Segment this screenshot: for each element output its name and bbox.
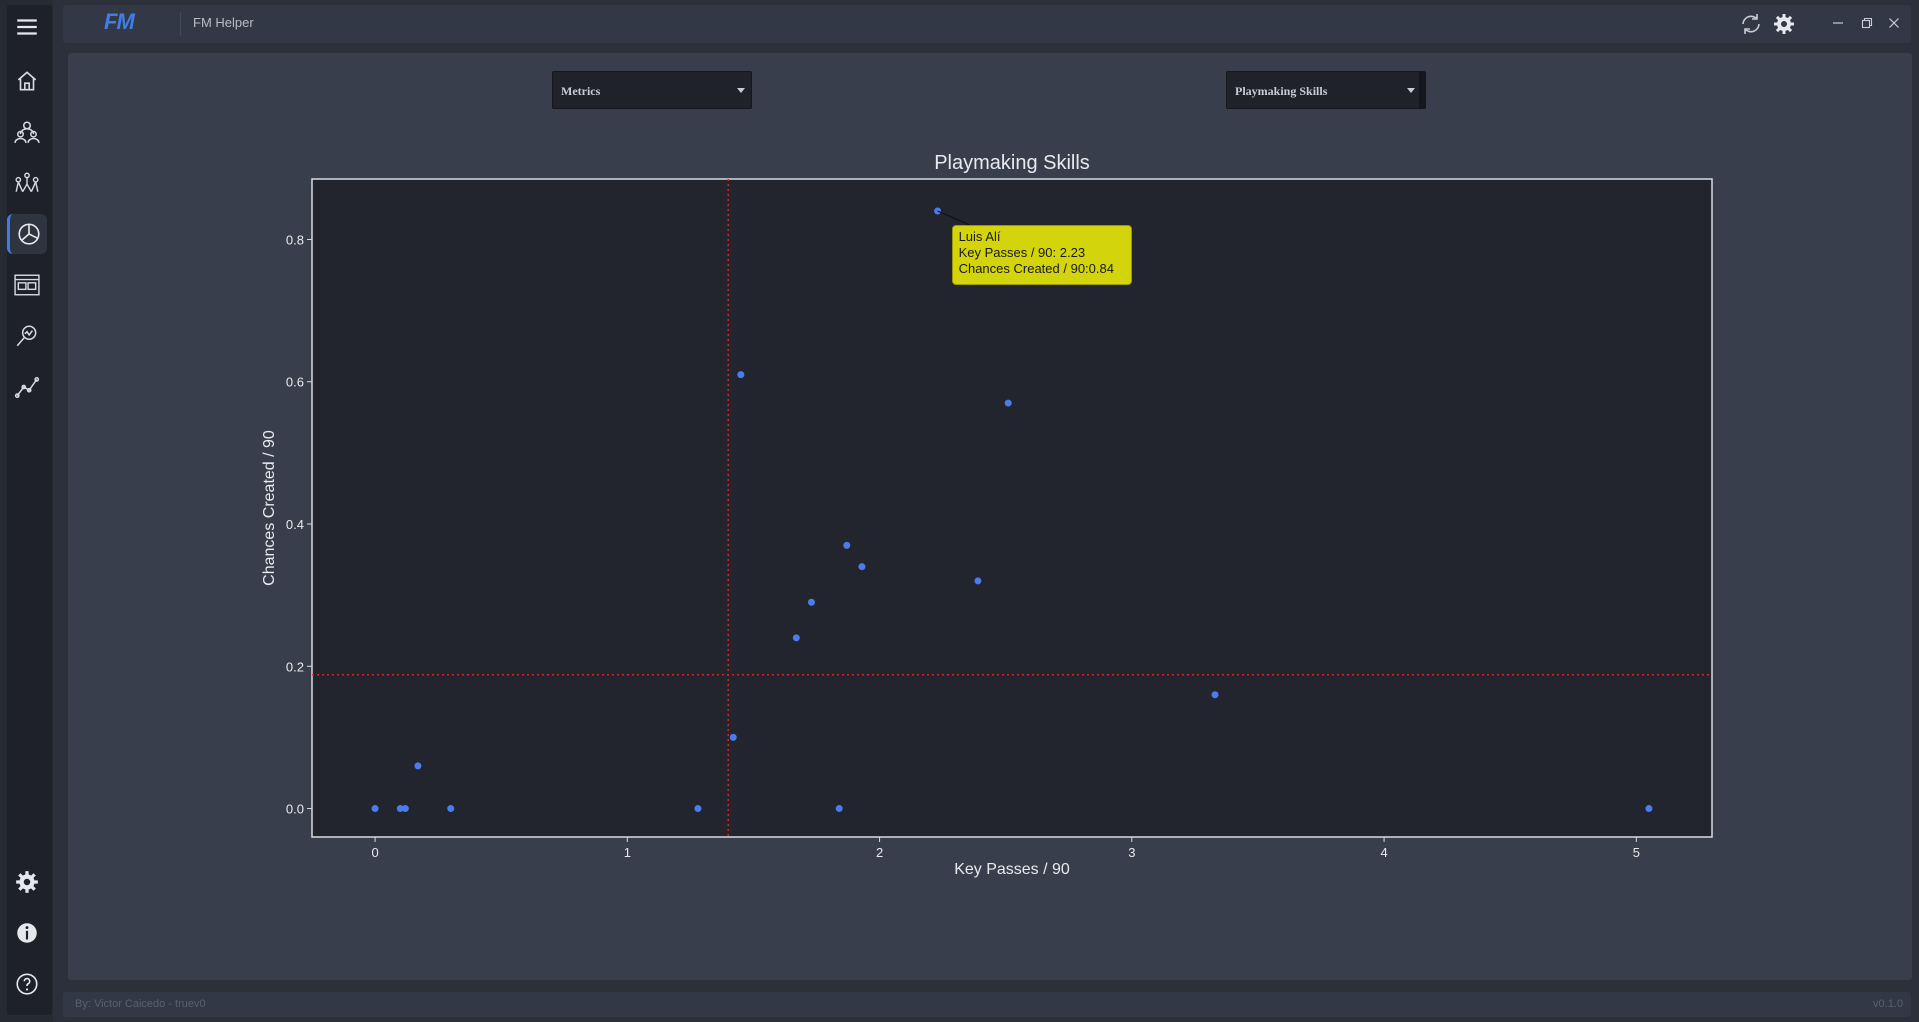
data-point (1004, 399, 1012, 407)
restore-button[interactable] (1858, 14, 1876, 32)
settings-button[interactable] (1771, 11, 1797, 37)
data-point (858, 563, 866, 571)
sidebar-item-info[interactable] (7, 913, 47, 953)
y-tick-label: 0.6 (286, 375, 304, 390)
sidebar-item-help[interactable] (7, 964, 47, 1004)
tooltip-pointer (937, 210, 970, 226)
data-point (737, 371, 745, 379)
settings-icon (16, 871, 38, 893)
x-tick-label: 3 (1128, 845, 1135, 860)
chevron-down-icon (1407, 88, 1415, 93)
pie-chart-icon (17, 223, 40, 245)
category-dropdown-value: Metrics (561, 84, 601, 98)
dropdown-divider (1419, 72, 1425, 108)
restore-icon (1861, 17, 1873, 29)
title-bar: FM FM Helper (63, 5, 1911, 43)
app-title: FM Helper (193, 15, 254, 30)
sidebar-item-trends[interactable] (7, 367, 47, 407)
y-tick-label: 0.8 (286, 232, 304, 247)
refresh-button[interactable] (1738, 11, 1764, 37)
point-tooltip: Luis Alí Key Passes / 90: 2.23 Chances C… (951, 225, 1132, 285)
data-point (729, 733, 737, 741)
close-button[interactable] (1885, 14, 1903, 32)
sidebar-item-players[interactable] (7, 112, 47, 152)
scatter-chart: Playmaking Skills 0 1 2 3 4 5 0.0 0.2 0.4 0.6 0.8 Ke… (261, 152, 1713, 878)
footer-credit: By: Victor Caicedo - truev0 (75, 998, 206, 1010)
data-point (447, 805, 455, 813)
y-tick-label: 0.4 (286, 517, 304, 532)
help-icon (16, 973, 38, 995)
data-point (843, 541, 851, 549)
main-panel: Metrics Playmaking Skills Playmaking Ski… (68, 53, 1912, 980)
chart-title: Playmaking Skills (934, 152, 1090, 174)
plot-area (311, 178, 1713, 838)
x-tick-label: 2 (876, 845, 883, 860)
squad-network-icon (15, 172, 39, 193)
x-tick-label: 4 (1380, 845, 1387, 860)
sidebar-item-squad[interactable] (7, 163, 47, 203)
data-point (974, 577, 982, 585)
tooltip-player: Luis Alí (958, 229, 1001, 244)
data-point (792, 634, 800, 642)
tooltip-key-passes: Key Passes / 90: 2.23 (958, 245, 1086, 260)
menu-button[interactable] (7, 7, 47, 47)
sidebar-item-compare[interactable] (7, 265, 47, 305)
category-dropdown[interactable]: Metrics (552, 71, 752, 109)
close-icon (1889, 18, 1899, 28)
x-axis-label: Key Passes / 90 (954, 861, 1070, 878)
sidebar (0, 0, 53, 1022)
data-point (1211, 691, 1219, 699)
minimize-icon (1833, 22, 1843, 24)
players-icon (14, 121, 40, 143)
home-icon (17, 71, 37, 91)
chevron-down-icon (737, 88, 745, 93)
title-separator (180, 12, 181, 36)
chart-dropdown-value: Playmaking Skills (1235, 84, 1328, 98)
data-point (414, 762, 422, 770)
y-tick-label: 0.2 (286, 659, 304, 674)
data-point (371, 805, 379, 813)
data-point (401, 805, 409, 813)
chart-dropdown[interactable]: Playmaking Skills (1226, 71, 1426, 109)
data-point (835, 805, 843, 813)
data-point (396, 805, 404, 813)
minimize-button[interactable] (1829, 14, 1847, 32)
y-axis-label: Chances Created / 90 (261, 430, 278, 586)
gear-icon (1774, 14, 1794, 34)
menu-icon (17, 19, 37, 35)
app-logo: FM (104, 9, 135, 34)
tooltip-chances-created: Chances Created / 90:0.84 (958, 261, 1114, 276)
x-tick-label: 1 (624, 845, 631, 860)
info-icon (17, 923, 37, 943)
x-tick-label: 0 (371, 845, 378, 860)
y-tick-label: 0.0 (286, 802, 304, 817)
data-point (1645, 805, 1653, 813)
footer-version: v0.1.0 (1873, 998, 1903, 1010)
sidebar-item-settings[interactable] (7, 862, 47, 902)
sidebar-rail (7, 5, 52, 1015)
data-point (807, 598, 815, 606)
sidebar-item-scout[interactable] (7, 316, 47, 356)
data-point (694, 805, 702, 813)
compare-icon (14, 274, 40, 296)
scout-icon (16, 325, 37, 347)
refresh-icon (1742, 14, 1760, 34)
footer: By: Victor Caicedo - truev0 v0.1.0 (63, 992, 1911, 1017)
sidebar-item-home[interactable] (7, 61, 47, 101)
x-tick-label: 5 (1633, 845, 1640, 860)
sidebar-item-charts[interactable] (7, 214, 47, 254)
line-chart-icon (14, 377, 40, 399)
